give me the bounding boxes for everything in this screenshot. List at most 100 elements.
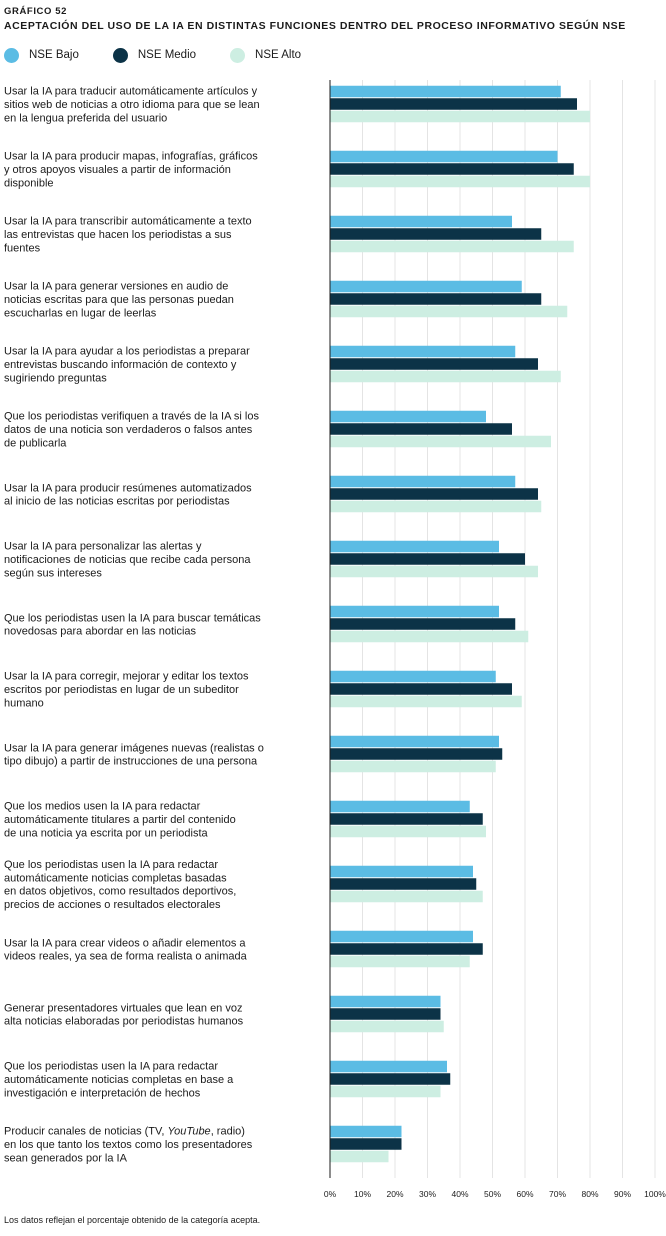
category-label-line: precios de acciones o resultados elector…: [4, 899, 221, 911]
category-label-line: disponible: [4, 177, 54, 189]
category-label-line: escritos por periodistas en lugar de un …: [4, 684, 239, 696]
bar-nse-medio: [330, 98, 577, 110]
bar-nse-medio: [330, 423, 512, 435]
category-label-line: Producir canales de noticias (TV, YouTub…: [4, 1126, 245, 1138]
bar-nse-bajo: [330, 800, 470, 813]
bar-nse-bajo: [330, 865, 473, 878]
x-tick-label: 60%: [516, 1189, 533, 1199]
bar-nse-medio: [330, 943, 483, 955]
bar-nse-bajo: [330, 995, 441, 1008]
bar-nse-alto: [330, 175, 590, 188]
bar-nse-medio: [330, 878, 477, 890]
x-tick-label: 20%: [386, 1189, 403, 1199]
bar-nse-medio: [330, 228, 542, 240]
chart-title: ACEPTACIÓN DEL USO DE LA IA EN DISTINTAS…: [4, 20, 626, 32]
bar-nse-bajo: [330, 1060, 447, 1073]
bar-nse-medio: [330, 1138, 402, 1150]
bar-nse-alto: [330, 760, 496, 773]
category-label-line: Que los medios usen la IA para redactar: [4, 801, 201, 813]
category-label-line: Usar la IA para transcribir automáticame…: [4, 216, 252, 228]
x-tick-label: 30%: [419, 1189, 436, 1199]
x-tick-label: 80%: [581, 1189, 598, 1199]
bar-nse-alto: [330, 110, 590, 123]
bar-nse-alto: [330, 695, 522, 708]
bar-nse-medio: [330, 813, 483, 825]
category-label-line: Usar la IA para traducir automáticamente…: [4, 86, 258, 98]
bar-nse-alto: [330, 435, 551, 448]
category-label-line: y otros apoyos visuales a partir de info…: [4, 164, 231, 176]
category-label-line: de una noticia ya escrita por un periodi…: [4, 827, 209, 839]
bar-nse-alto: [330, 1020, 444, 1033]
category-label-line: datos de una noticia son verdaderos o fa…: [4, 424, 253, 436]
bar-nse-bajo: [330, 540, 499, 553]
category-label-line: Usar la IA para generar versiones en aud…: [4, 281, 228, 293]
category-label: Que los periodistas usen la IA para busc…: [4, 612, 261, 637]
category-label-line: notificaciones de noticias que recibe ca…: [4, 554, 251, 566]
legend-item-nse-bajo: NSE Bajo: [4, 47, 79, 63]
x-tick-label: 0%: [324, 1189, 337, 1199]
bar-nse-medio: [330, 1008, 441, 1020]
legend-item-nse-medio: NSE Medio: [112, 47, 197, 63]
bar-nse-alto: [330, 240, 574, 253]
bar-nse-medio: [330, 1073, 451, 1085]
bar-nse-bajo: [330, 735, 499, 748]
category-label: Usar la IA para traducir automáticamente…: [4, 86, 260, 125]
legend-swatch-nse-medio: [112, 47, 128, 63]
bar-nse-alto: [330, 370, 561, 383]
bar-nse-alto: [330, 955, 470, 968]
category-label-line: Usar la IA para personalizar las alertas…: [4, 541, 202, 553]
x-tick-label: 50%: [484, 1189, 501, 1199]
category-label: Usar la IA para generar versiones en aud…: [4, 281, 234, 320]
category-label-line: Generar presentadores virtuales que lean…: [4, 1002, 242, 1014]
bar-nse-bajo: [330, 85, 561, 98]
bar-nse-medio: [330, 748, 503, 760]
category-label-line: escucharlas en lugar de leerlas: [4, 307, 157, 319]
bar-nse-alto: [330, 630, 529, 643]
bar-nse-bajo: [330, 670, 496, 683]
category-label: Usar la IA para corregir, mejorar y edit…: [4, 671, 249, 710]
x-tick-label: 40%: [451, 1189, 468, 1199]
category-label-line: sugiriendo preguntas: [4, 372, 107, 384]
category-label: Usar la IA para crear videos o añadir el…: [4, 937, 248, 962]
category-label: Que los periodistas usen la IA para reda…: [4, 859, 236, 911]
bar-nse-medio: [330, 488, 538, 500]
category-label: Usar la IA para producir mapas, infograf…: [4, 151, 258, 190]
category-label-line: Usar la IA para crear videos o añadir el…: [4, 937, 246, 949]
chart-footnote: Los datos reflejan el porcentaje obtenid…: [4, 1215, 261, 1225]
category-label-line: Usar la IA para producir mapas, infograf…: [4, 151, 258, 163]
category-label-line: humano: [4, 697, 44, 709]
category-label-line: Que los periodistas usen la IA para reda…: [4, 1061, 218, 1073]
legend-label-nse-alto: NSE Alto: [255, 49, 302, 61]
bar-nse-bajo: [330, 1125, 402, 1138]
category-label: Que los periodistas usen la IA para reda…: [4, 1061, 234, 1100]
bar-nse-medio: [330, 163, 574, 175]
bar-nse-bajo: [330, 410, 486, 423]
bar-nse-medio: [330, 618, 516, 630]
category-label-line: Que los periodistas usen la IA para busc…: [4, 612, 261, 624]
category-label-line: entrevistas buscando información de cont…: [4, 359, 237, 371]
legend-item-nse-alto: NSE Alto: [230, 47, 302, 63]
x-tick-label: 100%: [644, 1189, 666, 1199]
bar-nse-medio: [330, 683, 512, 695]
category-label-line: sean generados por la IA: [4, 1152, 128, 1164]
bar-nse-alto: [330, 1150, 389, 1163]
category-label-line: fuentes: [4, 242, 41, 254]
bar-nse-bajo: [330, 345, 516, 358]
legend-label-nse-bajo: NSE Bajo: [29, 49, 79, 61]
category-label-line: alta noticias elaboradas por periodistas…: [4, 1016, 244, 1028]
category-label-line: sitios web de noticias a otro idioma par…: [4, 99, 260, 111]
category-label-line: Usar la IA para producir resúmenes autom…: [4, 482, 252, 494]
category-label-line: en los que tanto los textos como los pre…: [4, 1139, 253, 1151]
bar-nse-alto: [330, 1085, 441, 1098]
category-label-line: en datos objetivos, como resultados depo…: [4, 886, 236, 898]
category-label-line: tipo dibujo) a partir de instrucciones d…: [4, 756, 258, 768]
category-label-line: investigación e interpretación de hechos: [4, 1087, 201, 1099]
category-label-line: noticias escritas para que las personas …: [4, 294, 234, 306]
category-label-line: Usar la IA para ayudar a los periodistas…: [4, 346, 250, 358]
bar-nse-bajo: [330, 150, 558, 163]
chart-kicker: GRÁFICO 52: [4, 6, 68, 17]
category-label: Que los periodistas verifiquen a través …: [4, 411, 259, 450]
category-label-line: según sus intereses: [4, 567, 102, 579]
legend-label-nse-medio: NSE Medio: [137, 49, 197, 61]
